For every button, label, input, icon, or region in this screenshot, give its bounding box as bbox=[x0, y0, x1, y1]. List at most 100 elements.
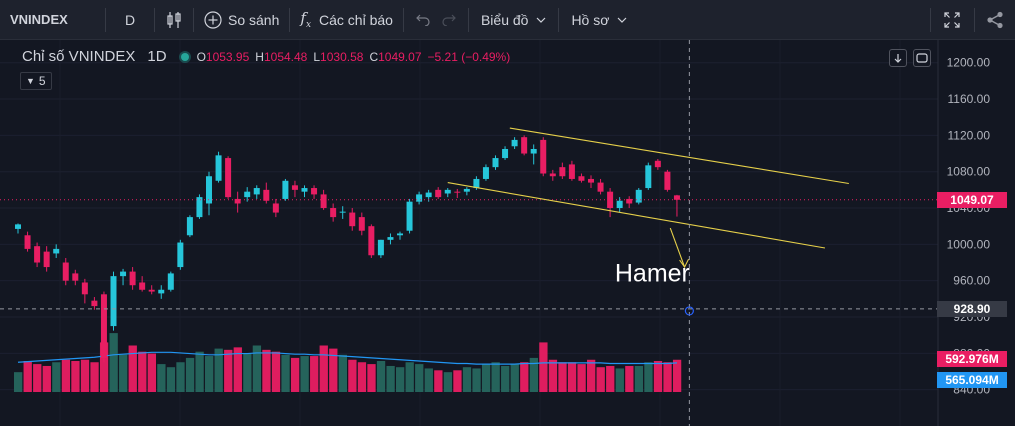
undo-icon[interactable] bbox=[404, 0, 436, 40]
volume-bar bbox=[80, 359, 90, 392]
candle-body bbox=[272, 203, 279, 213]
candle-body bbox=[186, 217, 193, 236]
volume-bar bbox=[71, 361, 80, 392]
volume-tag: 592.976M bbox=[937, 350, 1007, 367]
candle-body bbox=[482, 167, 489, 179]
volume-bar bbox=[424, 368, 433, 392]
profile-menu[interactable]: Hồ sơ bbox=[559, 0, 639, 40]
profile-menu-label: Hồ sơ bbox=[571, 11, 610, 28]
volume-bar bbox=[329, 348, 338, 392]
candle-body bbox=[53, 248, 60, 254]
y-tick-label: 1000.00 bbox=[947, 237, 991, 251]
legend-close-key: C bbox=[369, 49, 379, 64]
candle-body bbox=[559, 167, 566, 177]
volume-bar bbox=[462, 367, 472, 392]
candle-body bbox=[397, 233, 403, 236]
candle-body bbox=[502, 148, 509, 159]
volume-bar bbox=[472, 368, 481, 392]
auto-scale-button[interactable] bbox=[913, 49, 931, 67]
volume-bar bbox=[520, 362, 529, 392]
chevron-down-icon bbox=[617, 17, 627, 23]
candle-body bbox=[664, 171, 671, 190]
chart-menu[interactable]: Biểu đồ bbox=[469, 0, 558, 40]
candle-body bbox=[282, 180, 289, 199]
legend-open-key: O bbox=[196, 49, 206, 64]
volume-bar bbox=[453, 370, 462, 392]
volume-bar bbox=[491, 362, 500, 392]
candle-body bbox=[62, 262, 69, 281]
volume-bar bbox=[481, 364, 491, 392]
candle-body bbox=[253, 188, 260, 195]
legend-title: Chỉ số VNINDEX bbox=[22, 48, 136, 65]
toolbar-divider bbox=[289, 7, 291, 32]
legend-timeframe: 1D bbox=[147, 48, 167, 65]
symbol-search[interactable]: VNINDEX bbox=[10, 12, 68, 27]
fullscreen-icon[interactable] bbox=[930, 0, 974, 40]
share-icon[interactable] bbox=[974, 0, 1015, 40]
redo-icon[interactable] bbox=[436, 0, 468, 40]
candle-body bbox=[291, 185, 298, 190]
trend-line bbox=[447, 182, 826, 249]
volume-bar bbox=[653, 361, 663, 392]
candle-body bbox=[635, 189, 642, 203]
arrow-line bbox=[669, 227, 686, 268]
y-tick-label: 1120.00 bbox=[948, 128, 991, 142]
candle-body bbox=[34, 246, 41, 263]
volume-bar bbox=[634, 365, 644, 392]
chart-legend: Chỉ số VNINDEX 1D O 1053.95 H 1054.48 L 103… bbox=[22, 48, 510, 65]
volume-bar bbox=[357, 362, 367, 392]
indicators-toggle[interactable]: ▼ 5 bbox=[20, 72, 52, 90]
refresh-icon bbox=[916, 53, 928, 63]
candle-body bbox=[387, 237, 394, 240]
toolbar-divider bbox=[402, 7, 404, 32]
volume-bar bbox=[90, 362, 99, 392]
candle-body bbox=[435, 189, 442, 198]
candle-body bbox=[158, 289, 165, 294]
candle-body bbox=[521, 137, 528, 154]
volume-bar bbox=[252, 345, 262, 392]
candle-body bbox=[654, 160, 661, 168]
market-status-dot bbox=[180, 52, 189, 61]
volume-bar bbox=[157, 364, 166, 392]
fx-icon: fx bbox=[300, 9, 312, 30]
candle-body bbox=[339, 211, 346, 213]
legend-high: 1054.48 bbox=[263, 49, 308, 64]
candle-body bbox=[234, 198, 241, 204]
y-tick-label: 1080.00 bbox=[947, 165, 991, 179]
y-tick-label: 960.00 bbox=[953, 274, 990, 288]
candle-body bbox=[616, 200, 623, 209]
compare-button[interactable]: So sánh bbox=[194, 0, 289, 40]
volume-bar bbox=[663, 362, 672, 392]
volume-bar bbox=[606, 365, 615, 392]
volume-bar bbox=[434, 370, 443, 392]
indicators-button[interactable]: fx Các chỉ báo bbox=[290, 0, 403, 40]
candle-body bbox=[139, 282, 146, 290]
candle-body bbox=[330, 208, 337, 218]
interval-button[interactable]: D bbox=[124, 11, 136, 28]
hamer-annotation: Hamer bbox=[615, 260, 690, 288]
arrow-down-icon bbox=[894, 54, 902, 63]
volume-bar bbox=[61, 359, 71, 392]
scroll-down-button[interactable] bbox=[889, 49, 907, 67]
legend-low-key: L bbox=[313, 49, 321, 64]
candle-body bbox=[578, 176, 585, 181]
legend-change: −5.21 (−0.49%) bbox=[427, 49, 511, 64]
indicator-count: 5 bbox=[38, 74, 46, 88]
volume-bar bbox=[644, 362, 653, 392]
volume-bar bbox=[271, 351, 281, 392]
y-tick-label: 1200.00 bbox=[947, 56, 991, 70]
candle-body bbox=[167, 273, 174, 290]
volume-bar bbox=[214, 348, 223, 392]
chevron-down-icon: ▼ bbox=[26, 76, 35, 86]
crosshair-cursor bbox=[684, 306, 694, 316]
volume-bar bbox=[243, 353, 252, 392]
volume-bar bbox=[625, 365, 634, 392]
volume-bar bbox=[548, 359, 558, 392]
volume-bar bbox=[672, 359, 682, 392]
arrow-head bbox=[679, 258, 690, 269]
volume-bar bbox=[52, 362, 61, 392]
price-chart[interactable]: Hamer 1200.001160.001120.001080.001040.0… bbox=[0, 40, 1015, 426]
candle-body bbox=[311, 188, 318, 195]
volume-bar bbox=[281, 354, 290, 392]
candles-icon[interactable] bbox=[155, 0, 193, 40]
